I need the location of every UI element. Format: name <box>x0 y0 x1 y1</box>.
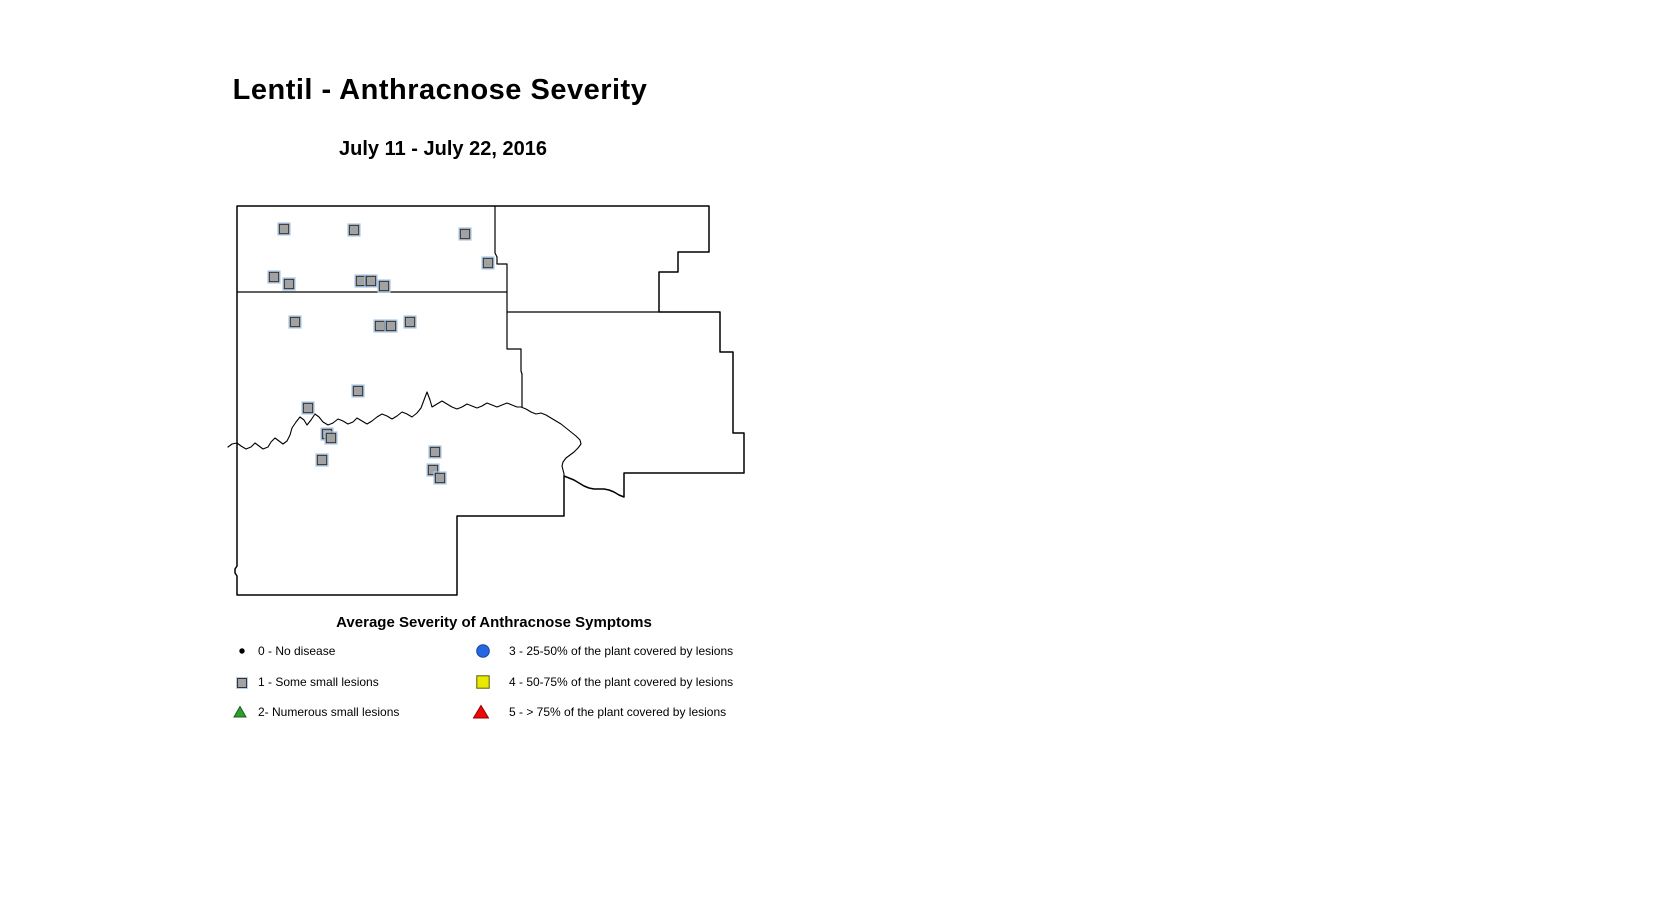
legend-label-severity-5: 5 - > 75% of the plant covered by lesion… <box>509 705 727 719</box>
severity-marker-halo <box>364 274 378 288</box>
severity-marker <box>316 454 328 466</box>
severity-marker <box>385 320 397 332</box>
severity-marker-halo <box>288 315 302 329</box>
lesions-over-75-triangle-icon <box>472 704 490 719</box>
severity-marker-halo <box>458 227 472 241</box>
severity-marker <box>482 257 494 269</box>
severity-marker-halo <box>351 384 365 398</box>
severity-marker <box>352 385 364 397</box>
severity-marker <box>459 228 471 240</box>
river-boundary <box>227 391 582 477</box>
lesions-50-75-square-icon <box>476 675 490 689</box>
severity-marker-halo <box>324 431 338 445</box>
severity-marker-halo <box>377 279 391 293</box>
page-subtitle: July 11 - July 22, 2016 <box>339 138 547 160</box>
severity-marker <box>434 472 446 484</box>
legend-label-severity-3: 3 - 25-50% of the plant covered by lesio… <box>509 644 734 658</box>
severity-marker <box>429 446 441 458</box>
map-district-line-north-divider <box>494 206 523 407</box>
severity-marker-halo <box>347 223 361 237</box>
severity-marker-halo <box>282 277 296 291</box>
severity-marker <box>374 320 386 332</box>
severity-marker <box>268 271 280 283</box>
severity-marker <box>348 224 360 236</box>
severity-marker <box>283 278 295 290</box>
severity-marker <box>378 280 390 292</box>
severity-marker <box>427 464 439 476</box>
map-outer-boundary <box>234 205 745 596</box>
severity-marker-halo <box>267 270 281 284</box>
severity-marker-halo <box>384 319 398 333</box>
legend-label-severity-0: 0 - No disease <box>258 644 336 658</box>
severity-marker-halo <box>428 445 442 459</box>
no-disease-dot-icon <box>239 648 245 654</box>
lesions-25-50-circle-icon <box>476 644 490 658</box>
legend-label-severity-2: 2- Numerous small lesions <box>258 705 400 719</box>
legend-title: Average Severity of Anthracnose Symptoms <box>336 614 652 631</box>
severity-marker-halo <box>277 222 291 236</box>
severity-marker <box>365 275 377 287</box>
severity-markers-layer <box>267 222 495 485</box>
severity-marker-halo <box>403 315 417 329</box>
numerous-lesions-triangle-icon <box>233 705 247 718</box>
legend-label-severity-4: 4 - 50-75% of the plant covered by lesio… <box>509 675 734 689</box>
severity-marker-halo <box>301 401 315 415</box>
severity-marker-halo <box>315 453 329 467</box>
some-lesions-square-icon <box>236 677 248 689</box>
severity-marker-halo <box>481 256 495 270</box>
severity-marker <box>325 432 337 444</box>
severity-marker <box>404 316 416 328</box>
severity-marker <box>302 402 314 414</box>
page-title: Lentil - Anthracnose Severity <box>232 74 648 106</box>
severity-marker <box>355 275 367 287</box>
severity-marker-halo <box>433 471 447 485</box>
severity-marker <box>289 316 301 328</box>
severity-marker <box>278 223 290 235</box>
severity-marker-halo <box>426 463 440 477</box>
legend-label-severity-1: 1 - Some small lesions <box>258 675 379 689</box>
